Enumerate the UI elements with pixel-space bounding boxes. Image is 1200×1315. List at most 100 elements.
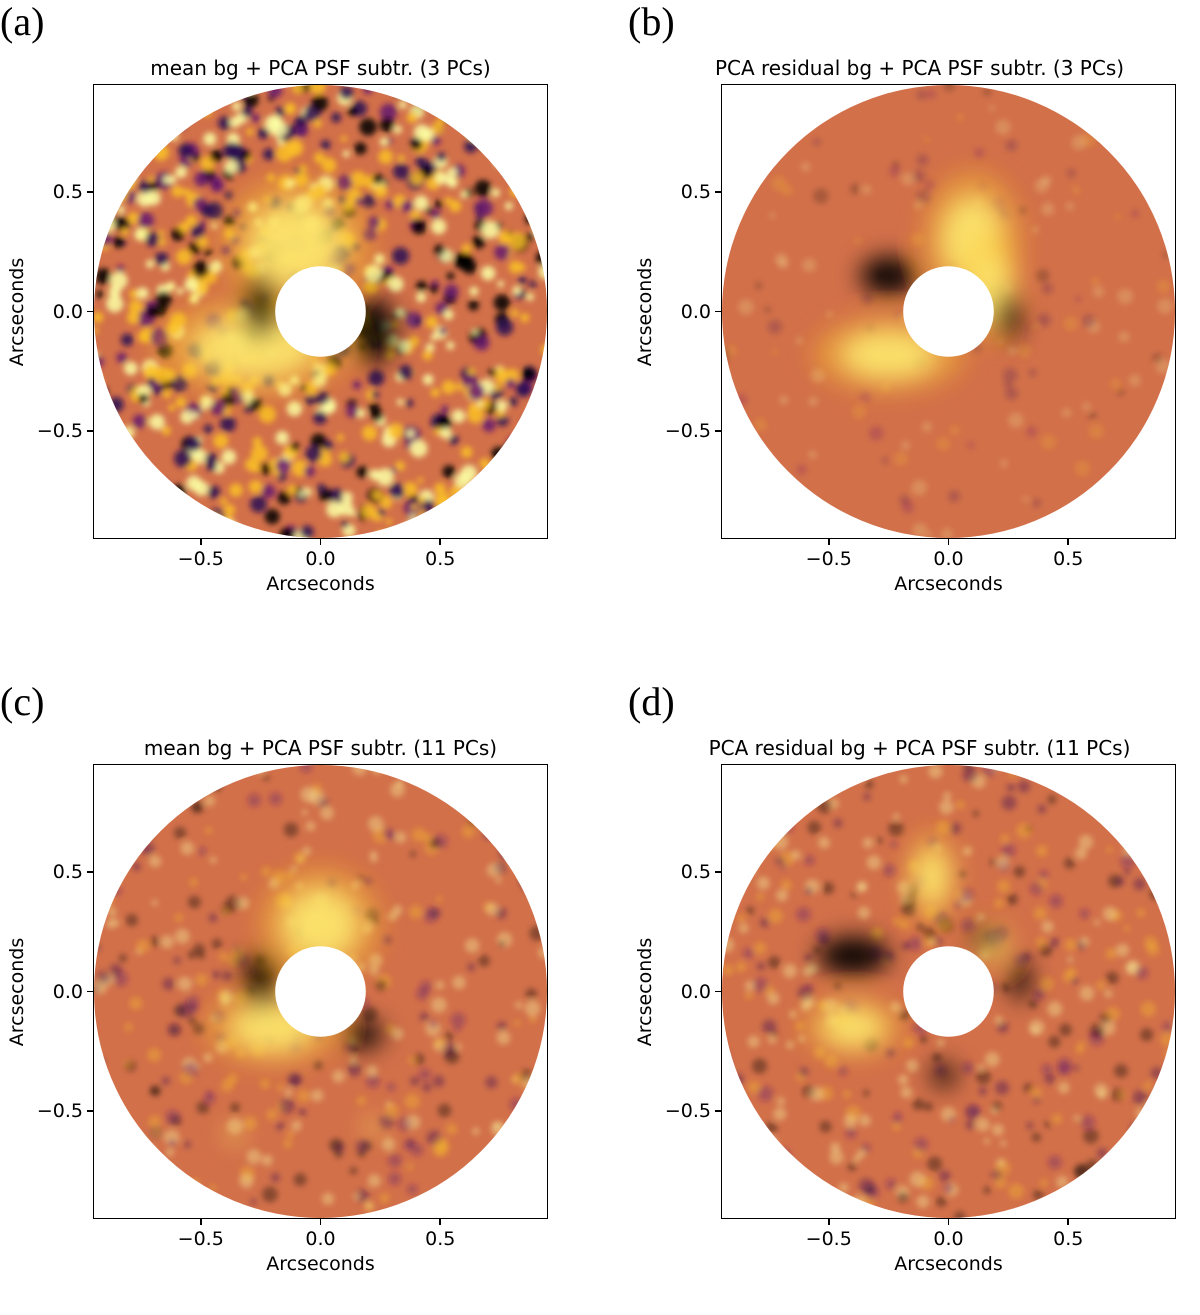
speckle [411, 219, 427, 235]
speckle [211, 519, 228, 537]
speckle [284, 105, 294, 115]
speckle [397, 339, 411, 353]
speckle [96, 530, 104, 538]
speckle [191, 804, 200, 813]
speckle [467, 963, 476, 972]
x-tick-mark [828, 539, 830, 545]
speckle [437, 89, 444, 97]
panel-d: (d) PCA residual bg + PCA PSF subtr. (11 … [628, 680, 1200, 1315]
speckle [529, 1014, 538, 1023]
speckle [866, 855, 882, 870]
speckle [421, 499, 435, 514]
speckle [734, 869, 750, 885]
speckle [211, 938, 223, 950]
speckle [171, 185, 184, 198]
speckle [994, 1176, 1007, 1189]
speckle [731, 784, 739, 793]
speckle [962, 846, 973, 856]
speckle [96, 290, 104, 299]
speckle [438, 327, 447, 336]
speckle [302, 846, 312, 856]
speckle [94, 787, 98, 795]
speckle [94, 849, 107, 865]
speckle [469, 286, 479, 296]
speckle [1162, 251, 1169, 259]
speckle [764, 306, 771, 313]
speckle [172, 117, 185, 131]
speckle [1048, 1035, 1061, 1048]
panel-letter: (d) [628, 679, 675, 724]
plot-title: mean bg + PCA PSF subtr. (3 PCs) [150, 56, 491, 80]
speckle [1164, 905, 1173, 914]
speckle [208, 913, 218, 923]
speckle [418, 1068, 432, 1081]
heatmap-image [93, 764, 548, 1219]
speckle [847, 1161, 857, 1172]
speckle [982, 87, 992, 97]
speckle [1007, 346, 1017, 356]
x-tick-mark [947, 1219, 950, 1225]
speckle [188, 1016, 197, 1025]
speckle [948, 1115, 955, 1123]
speckle [505, 464, 517, 477]
speckle [1146, 120, 1159, 134]
speckle [515, 381, 531, 398]
speckle [777, 818, 793, 834]
speckle [116, 352, 127, 363]
speckle [505, 440, 521, 457]
speckle [117, 841, 132, 856]
speckle [132, 519, 145, 533]
speckle [151, 1126, 163, 1139]
speckle [243, 1116, 257, 1131]
speckle [953, 1211, 966, 1218]
speckle [859, 390, 872, 403]
speckle [119, 452, 133, 466]
speckle [188, 242, 201, 255]
dark-feature [996, 292, 1021, 341]
speckle [1157, 861, 1171, 876]
speckle [331, 112, 342, 123]
speckle [1155, 358, 1172, 375]
speckle [225, 895, 241, 912]
speckle [336, 433, 344, 442]
speckle [112, 186, 129, 203]
speckle [495, 512, 512, 529]
speckle [747, 1080, 761, 1094]
speckle [94, 385, 108, 400]
speckle [881, 456, 889, 464]
speckle [246, 86, 254, 94]
speckle [109, 963, 123, 977]
speckle [932, 1052, 942, 1063]
speckle [334, 1151, 343, 1159]
speckle [1082, 402, 1091, 411]
speckle [386, 1082, 396, 1092]
speckle [496, 510, 509, 523]
speckle [477, 135, 491, 149]
y-tick-mark [87, 1110, 93, 1112]
speckle [434, 765, 449, 773]
speckle [740, 530, 750, 538]
speckle [1000, 1140, 1007, 1147]
speckle [808, 450, 817, 460]
speckle [385, 518, 393, 525]
speckle [394, 85, 409, 98]
speckle [355, 1139, 369, 1153]
speckle [363, 279, 378, 294]
speckle [283, 822, 299, 837]
speckle [483, 496, 502, 515]
dark-feature [931, 1063, 956, 1087]
speckle [1067, 956, 1074, 963]
speckle [469, 126, 484, 142]
speckle [136, 1137, 144, 1145]
speckle [943, 1183, 954, 1194]
speckle [204, 93, 214, 102]
speckle [171, 484, 187, 499]
speckle [1050, 88, 1062, 100]
speckle [758, 785, 770, 796]
speckle [367, 216, 381, 230]
speckle [900, 894, 909, 903]
speckle [1119, 1206, 1128, 1215]
speckle [180, 410, 194, 424]
speckle [338, 451, 350, 463]
speckle [491, 446, 507, 462]
